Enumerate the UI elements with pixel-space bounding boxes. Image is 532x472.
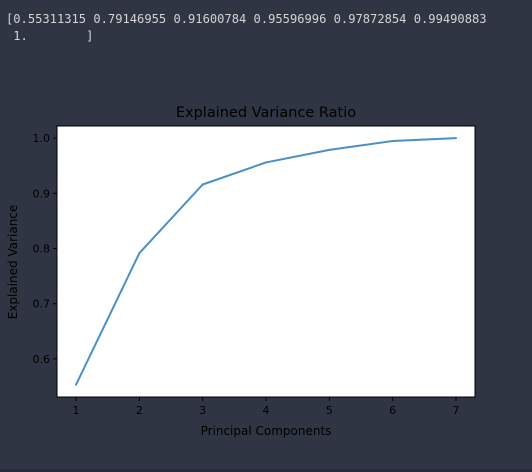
y-tick-label: 0.7	[33, 298, 51, 311]
cell-output-text: [0.55311315 0.79146955 0.91600784 0.9559…	[6, 11, 487, 45]
y-axis-label: Explained Variance	[6, 205, 20, 320]
x-tick-label: 5	[326, 404, 333, 417]
plot-area	[56, 125, 476, 398]
series-group	[75, 137, 457, 386]
data-point	[328, 148, 331, 151]
x-tick-label: 7	[453, 404, 460, 417]
chart-title: Explained Variance Ratio	[176, 105, 356, 121]
y-tick-label: 1.0	[33, 132, 51, 145]
data-point	[455, 137, 457, 140]
data-point	[265, 161, 267, 164]
x-axis-label: Principal Components	[201, 424, 332, 438]
x-tick-label: 4	[263, 404, 270, 417]
data-point	[75, 383, 77, 386]
y-tick-label: 0.8	[33, 243, 51, 256]
x-tick-label: 6	[389, 404, 396, 417]
y-tick-label: 0.9	[33, 187, 51, 200]
x-tick-label: 2	[136, 404, 143, 417]
y-tick-label: 0.6	[33, 353, 51, 366]
x-tick-label: 1	[73, 404, 80, 417]
x-axis-ticks: 1 2 3 4 5 6 7	[73, 397, 460, 417]
x-tick-label: 3	[199, 404, 206, 417]
data-point	[138, 252, 141, 255]
output-line-2: 1. ]	[6, 29, 94, 43]
data-point	[391, 139, 394, 142]
y-axis-ticks: 0.6 0.7 0.8 0.9 1.0	[33, 132, 57, 366]
output-line-1: [0.55311315 0.79146955 0.91600784 0.9559…	[6, 12, 487, 26]
data-point	[201, 183, 204, 186]
cell-bottom-border	[0, 469, 532, 472]
